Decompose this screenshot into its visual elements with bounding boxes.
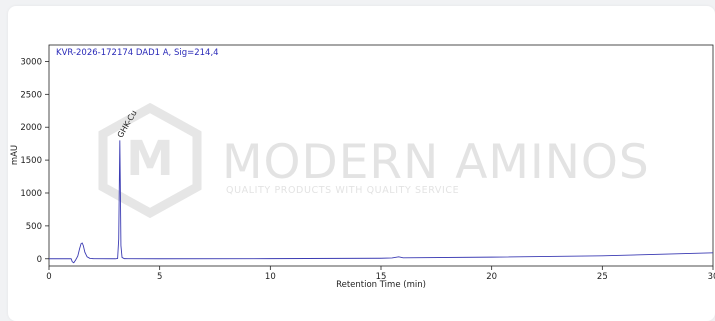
watermark: M MODERN AMINOS QUALITY PRODUCTS WITH QU… [98, 102, 650, 219]
watermark-logo-letter: M [126, 131, 174, 187]
x-tick-label: 30 [708, 272, 715, 282]
y-tick-label: 2500 [20, 90, 42, 100]
x-tick-label: 15 [376, 272, 387, 282]
y-tick-label: 0 [37, 255, 42, 265]
x-tick-label: 25 [597, 272, 608, 282]
watermark-logo: M [98, 102, 202, 219]
watermark-tagline: QUALITY PRODUCTS WITH QUALITY SERVICE [226, 185, 459, 196]
y-tick-label: 2000 [20, 123, 42, 133]
x-tick-label: 20 [486, 272, 497, 282]
x-tick-label: 0 [46, 272, 51, 282]
y-tick-label: 1500 [20, 156, 42, 166]
x-axis-title: Retention Time (min) [336, 280, 426, 290]
y-tick-label: 3000 [20, 57, 42, 67]
y-tick-label: 1000 [20, 189, 42, 199]
y-tick-label: 500 [26, 222, 42, 232]
x-tick-label: 10 [265, 272, 276, 282]
chart-card [8, 6, 715, 321]
watermark-brand: MODERN AMINOS [222, 135, 650, 190]
chromatogram-trace [49, 140, 714, 264]
x-axis: 0 5 10 15 20 25 30 [46, 266, 715, 282]
y-axis-title: mAU [10, 145, 20, 165]
chart-title: KVR-2026-172174 DAD1 A, Sig=214,4 [56, 48, 219, 58]
y-axis: 0 500 1000 1500 2000 2500 3000 [20, 57, 49, 265]
x-tick-label: 5 [157, 272, 162, 282]
